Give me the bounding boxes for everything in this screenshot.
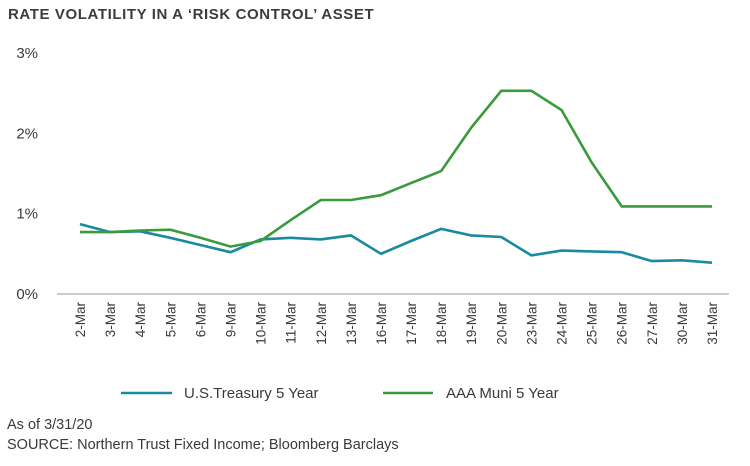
x-tick-label: 27-Mar [645,302,660,345]
y-axis-ticks: 0% 1% 2% 3% [16,45,38,303]
x-tick-label: 25-Mar [585,302,600,345]
x-tick-label: 5-Mar [163,302,178,338]
x-tick-label: 26-Mar [615,302,630,345]
x-tick-label: 24-Mar [555,302,570,345]
series-lines [79,89,713,264]
x-axis-ticks: 2-Mar 3-Mar 4-Mar 5-Mar 6-Mar 9-Mar 10-Mar 11-M… [73,302,720,345]
x-tick-label: 13-Mar [344,302,359,345]
chart-title: RATE VOLATILITY IN A ‘RISK CONTROL’ ASSE… [8,6,375,23]
source-note: SOURCE: Northern Trust Fixed Income; Blo… [7,437,399,453]
x-tick-label: 9-Mar [224,302,239,338]
line-chart: 0% 1% 2% 3% 2-Mar 3-Mar 4-Mar 5-Mar 6-Mar 9-Mar 1… [16,45,729,402]
x-tick-label: 23-Mar [524,302,539,345]
x-tick-label: 3-Mar [103,302,118,338]
x-tick-label: 11-Mar [284,302,299,344]
x-tick-label: 12-Mar [314,302,329,345]
x-tick-label: 20-Mar [494,302,509,345]
x-tick-label: 6-Mar [193,302,208,338]
y-tick-label: 3% [16,45,38,62]
x-tick-label: 4-Mar [133,302,148,338]
x-tick-label: 18-Mar [434,302,449,345]
legend: U.S.Treasury 5 Year AAA Muni 5 Year [121,385,559,402]
legend-label: AAA Muni 5 Year [446,385,559,402]
x-tick-label: 17-Mar [404,302,419,345]
x-tick-label: 2-Mar [73,302,88,338]
x-tick-label: 16-Mar [374,302,389,345]
x-tick-label: 19-Mar [464,302,479,345]
x-tick-label: 31-Mar [705,302,720,345]
y-tick-label: 2% [16,125,38,142]
series-line-aaa-muni-5-year [80,89,712,248]
y-tick-label: 1% [16,206,38,223]
series-line-us-treasury-5-year [79,222,713,264]
as-of-note: As of 3/31/20 [7,417,93,433]
legend-label: U.S.Treasury 5 Year [184,385,319,402]
x-tick-label: 10-Mar [254,302,269,345]
x-tick-label: 30-Mar [675,302,690,345]
y-tick-label: 0% [16,286,38,303]
